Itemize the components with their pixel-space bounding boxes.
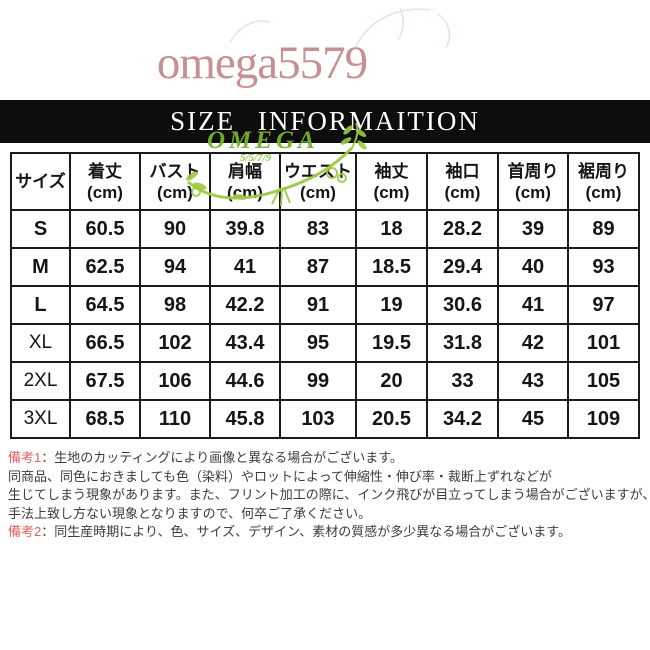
value-cell: 102 [139,323,211,363]
size-label: 3XL [10,399,71,439]
table-row-2xl: 2XL 67.5 106 44.6 99 20 33 43 105 [10,361,640,401]
value-cell: 45 [497,399,569,439]
value-cell: 94 [139,247,211,287]
col-header-length: 着丈 (cm) [69,152,141,211]
value-cell: 60.5 [69,209,141,249]
col-header-bust: バスト (cm) [139,152,211,211]
table-row-l: L 64.5 98 42.2 91 19 30.6 41 97 [10,285,640,325]
note2-line: 備考2：同生産時期により、色、サイズ、デザイン、素材の質感が多少異なる場合がござ… [8,523,646,542]
value-cell: 40 [497,247,569,287]
size-label: S [10,209,71,249]
value-cell: 68.5 [69,399,141,439]
value-cell: 106 [139,361,211,401]
col-header-neck: 首周り (cm) [497,152,569,211]
value-cell: 62.5 [69,247,141,287]
note2-text: ：同生産時期により、色、サイズ、デザイン、素材の質感が多少異なる場合がございます… [41,524,571,540]
note1-label: 備考1 [8,450,42,465]
note1-line3: 生じてしまう現象があります。また、フリント加工の際に、インク飛びが目立ってしまう… [8,487,650,503]
value-cell: 93 [567,247,640,287]
value-cell: 41 [497,285,569,325]
value-cell: 18 [355,209,428,249]
col-header-hem: 裾周り (cm) [567,152,640,211]
notes-section: 備考1：生地のカッティングにより画像と異なる場合がございます。 同商品、同色にお… [8,449,650,542]
value-cell: 87 [279,247,357,287]
value-cell: 39.8 [209,209,281,249]
value-cell: 20.5 [355,399,428,439]
col-header-waist: ウエスト (cm) [279,152,357,211]
value-cell: 98 [139,285,211,325]
value-cell: 41 [209,247,281,287]
note2-label: 備考2 [8,524,42,540]
value-cell: 43.4 [209,323,281,363]
value-cell: 66.5 [69,323,141,363]
value-cell: 31.8 [426,323,499,363]
size-label: L [10,285,71,325]
value-cell: 39 [497,209,569,249]
value-cell: 28.2 [426,209,499,249]
value-cell: 97 [567,285,640,325]
value-cell: 34.2 [426,399,499,439]
value-cell: 44.6 [209,361,281,401]
note1-line4: 手法上致し方ない現象となりますので、何卒ご了承ください。 [8,505,372,521]
table-header-row: サイズ 着丈 (cm) バスト (cm) 肩幅 (cm) ウエスト (cm) 袖丈 (cm… [10,152,640,211]
value-cell: 64.5 [69,285,141,325]
value-cell: 90 [139,209,211,249]
note1-line2: 同商品、同色におきましても色（染料）やロットによって伸縮性・伸び率・裁断上ずれな… [8,468,552,484]
value-cell: 43 [497,361,569,401]
banner-title: SIZE INFORMAITION [170,106,480,136]
value-cell: 83 [279,209,357,249]
shop-title: omega5579 [156,37,368,89]
value-cell: 110 [139,399,211,439]
table-row-m: M 62.5 94 41 87 18.5 29.4 40 93 [10,247,640,287]
size-info-banner: SIZE INFORMAITION [0,100,650,143]
value-cell: 99 [279,361,357,401]
value-cell: 45.8 [209,399,281,439]
value-cell: 91 [279,285,357,325]
size-label: M [10,247,71,287]
table-row-s: S 60.5 90 39.8 83 18 28.2 39 89 [10,209,640,249]
value-cell: 95 [279,323,357,363]
value-cell: 42 [497,323,569,363]
value-cell: 20 [355,361,428,401]
value-cell: 42.2 [209,285,281,325]
col-header-sleeve-length: 袖丈 (cm) [355,152,428,211]
size-label: XL [10,323,71,363]
note1-line1: 備考1：生地のカッティングにより画像と異なる場合がございます。 [8,449,646,468]
value-cell: 19 [355,285,428,325]
value-cell: 109 [567,399,640,439]
value-cell: 19.5 [355,323,428,363]
col-header-shoulder: 肩幅 (cm) [209,152,281,211]
value-cell: 89 [567,209,640,249]
value-cell: 105 [567,361,640,401]
table-row-3xl: 3XL 68.5 110 45.8 103 20.5 34.2 45 109 [10,399,640,439]
value-cell: 101 [567,323,640,363]
value-cell: 18.5 [355,247,428,287]
col-header-size: サイズ [10,152,71,211]
col-header-cuff: 袖口 (cm) [426,152,499,211]
value-cell: 33 [426,361,499,401]
value-cell: 30.6 [426,285,499,325]
size-table: サイズ 着丈 (cm) バスト (cm) 肩幅 (cm) ウエスト (cm) 袖丈 (cm… [10,152,640,439]
table-row-xl: XL 66.5 102 43.4 95 19.5 31.8 42 101 [10,323,640,363]
value-cell: 67.5 [69,361,141,401]
size-label: 2XL [10,361,71,401]
note1-text: ：生地のカッティングにより画像と異なる場合がございます。 [41,450,403,465]
value-cell: 103 [279,399,357,439]
value-cell: 29.4 [426,247,499,287]
